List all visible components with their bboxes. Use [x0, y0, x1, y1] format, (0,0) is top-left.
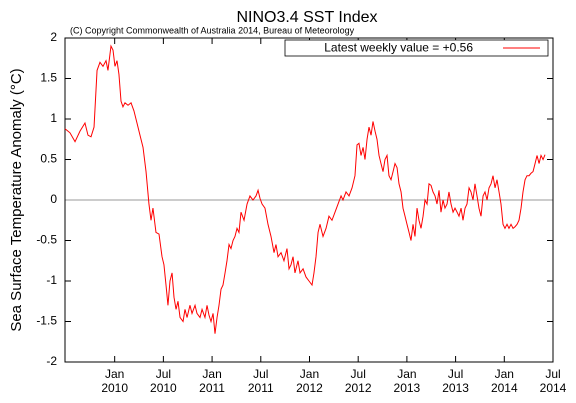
legend-box — [284, 39, 549, 57]
x-tick-label: Jan 2011 — [199, 367, 225, 395]
chart-subtitle: (C) Copyright Commonwealth of Australia … — [70, 25, 355, 35]
x-tick-label: Jul 2011 — [247, 367, 274, 395]
y-axis-label: Sea Surface Temperature Anomaly (°C) — [8, 68, 25, 331]
x-tick-label: Jan 2012 — [296, 367, 323, 395]
y-tick-label: 1.5 — [40, 71, 57, 85]
y-tick-label: -1.5 — [36, 314, 57, 328]
y-tick-label: 0.5 — [40, 152, 57, 166]
y-tick-label: -2 — [46, 354, 57, 368]
x-tick-label: Jan 2013 — [393, 367, 421, 395]
x-tick-label: Jul 2010 — [150, 367, 177, 395]
x-tick-label: Jul 2012 — [344, 367, 372, 395]
x-tick-label: Jan 2014 — [490, 367, 518, 395]
y-tick-label: -0.5 — [36, 233, 57, 247]
legend-label: Latest weekly value = +0.56 — [324, 41, 473, 55]
y-tick-label: 0 — [50, 192, 57, 206]
data-line — [64, 44, 546, 334]
x-tick-label: Jul 2013 — [442, 367, 469, 395]
x-tick-label: Jan 2010 — [101, 367, 129, 395]
y-tick-label: 1 — [50, 111, 57, 125]
y-tick-label: -1 — [46, 273, 57, 287]
plot-frame — [64, 37, 554, 363]
chart-title: NINO3.4 SST Index — [236, 9, 377, 26]
x-tick-label: Jul 2014 — [539, 367, 567, 395]
y-tick-label: 2 — [50, 30, 57, 44]
